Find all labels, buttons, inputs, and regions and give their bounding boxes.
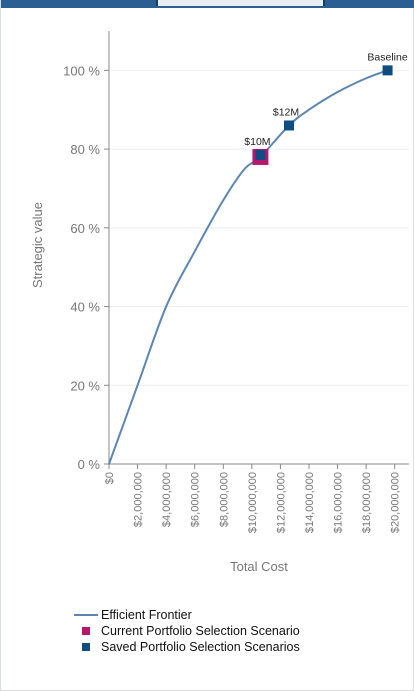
y-tick-label: 100 % (63, 63, 100, 78)
y-tick-label: 20 % (70, 378, 100, 393)
x-tick-label: $10,000,000 (247, 472, 259, 533)
saved-scenario-point (382, 65, 393, 76)
legend-label: Saved Portfolio Selection Scenarios (101, 640, 300, 654)
x-tick-label: $14,000,000 (304, 472, 316, 533)
scenario-point-label: $12M (273, 106, 299, 118)
legend-item-current-scenario[interactable]: Current Portfolio Selection Scenario (71, 623, 391, 639)
plot-series (108, 69, 388, 465)
x-tick-label: $6,000,000 (190, 472, 202, 527)
square-swatch-icon (82, 643, 90, 651)
scenario-points: $10M $12M Baseline (244, 51, 408, 165)
legend-item-saved-scenarios[interactable]: Saved Portfolio Selection Scenarios (71, 639, 391, 655)
x-tick-label: $18,000,000 (361, 472, 373, 533)
y-tick-label: 40 % (70, 300, 100, 315)
header-tab[interactable] (156, 0, 325, 6)
saved-scenario-point (284, 120, 294, 131)
y-tick-label: 80 % (70, 142, 100, 157)
legend-label: Efficient Frontier (101, 608, 192, 622)
scenario-point-label: Baseline (367, 51, 407, 63)
y-axis-label: Strategic value (30, 202, 45, 288)
x-tick-label: $4,000,000 (161, 472, 173, 527)
axes (108, 31, 409, 465)
x-axis-label: Total Cost (230, 559, 288, 574)
gridlines (109, 69, 409, 386)
line-swatch-icon (74, 614, 98, 616)
x-axis-ticks: $0 $2,000,000 $4,000,000 $6,000,000 $8,000,0… (104, 464, 402, 533)
saved-scenario-point (255, 149, 266, 160)
chart-legend: Efficient Frontier Current Portfolio Sel… (71, 607, 391, 655)
x-tick-label: $12,000,000 (275, 472, 287, 533)
y-tick-label: 60 % (70, 221, 100, 236)
x-tick-label: $16,000,000 (333, 472, 345, 533)
x-tick-label: $8,000,000 (218, 472, 230, 527)
x-tick-label: $20,000,000 (390, 472, 402, 533)
x-tick-label: $2,000,000 (133, 472, 145, 527)
y-tick-label: 0 % (78, 457, 101, 472)
efficient-frontier-chart: 0 % 20 % 40 % 60 % 80 % 100 % $0 $2,000,000 $4,… (30, 31, 409, 574)
legend-label: Current Portfolio Selection Scenario (101, 624, 300, 638)
panel-header-bar (1, 0, 414, 8)
efficient-frontier-line (108, 69, 388, 465)
scenario-point-label: $10M (244, 136, 270, 148)
y-axis-ticks: 0 % 20 % 40 % 60 % 80 % 100 % (63, 63, 109, 472)
legend-item-frontier[interactable]: Efficient Frontier (71, 607, 391, 623)
square-swatch-icon (82, 627, 90, 635)
x-tick-label: $0 (104, 472, 116, 484)
